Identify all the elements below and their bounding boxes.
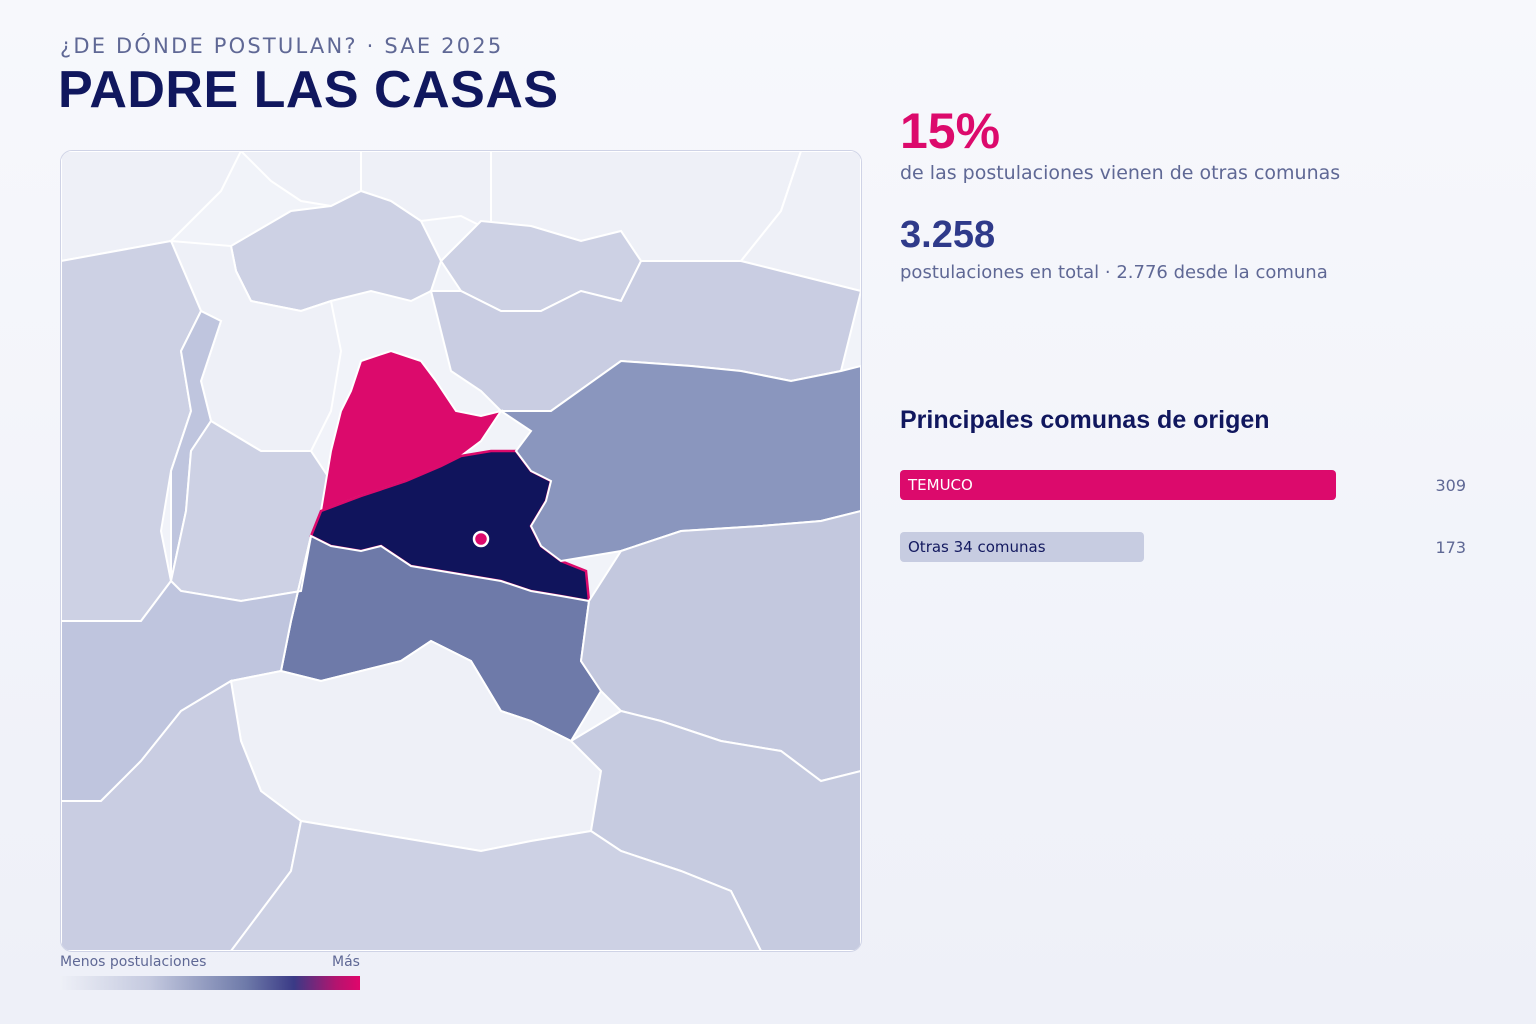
total-applications: 3.258 (900, 214, 996, 256)
external-percent: 15% (900, 103, 1001, 159)
home-marker (472, 530, 490, 548)
choropleth-map[interactable] (60, 150, 862, 952)
external-percent-label: de las postulaciones vienen de otras com… (900, 162, 1341, 184)
origins-title: Principales comunas de origen (900, 406, 1270, 434)
map-svg (61, 151, 861, 951)
legend-low-label: Menos postulaciones (60, 954, 207, 970)
origin-value-others: 173 (1435, 538, 1466, 557)
region-nw-corner (61, 151, 243, 263)
total-applications-label: postulaciones en total · 2.776 desde la … (900, 262, 1328, 283)
legend-high-label: Más (332, 954, 360, 970)
origin-row-temuco[interactable]: TEMUCO 309 (900, 470, 1466, 500)
origin-label-others: Otras 34 comunas (908, 538, 1046, 556)
origin-label-temuco: TEMUCO (908, 476, 973, 494)
origin-bar-others: Otras 34 comunas (900, 532, 1144, 562)
region-south-bottom (229, 819, 763, 951)
origin-value-temuco: 309 (1435, 476, 1466, 495)
legend-gradient-bar (60, 976, 360, 990)
page-kicker: ¿DE DÓNDE POSTULAN? · SAE 2025 (60, 34, 504, 58)
region-south-west-lower (61, 679, 303, 951)
origin-row-others[interactable]: Otras 34 comunas 173 (900, 532, 1466, 562)
origin-bar-temuco: TEMUCO (900, 470, 1336, 500)
page-title: PADRE LAS CASAS (58, 61, 559, 119)
